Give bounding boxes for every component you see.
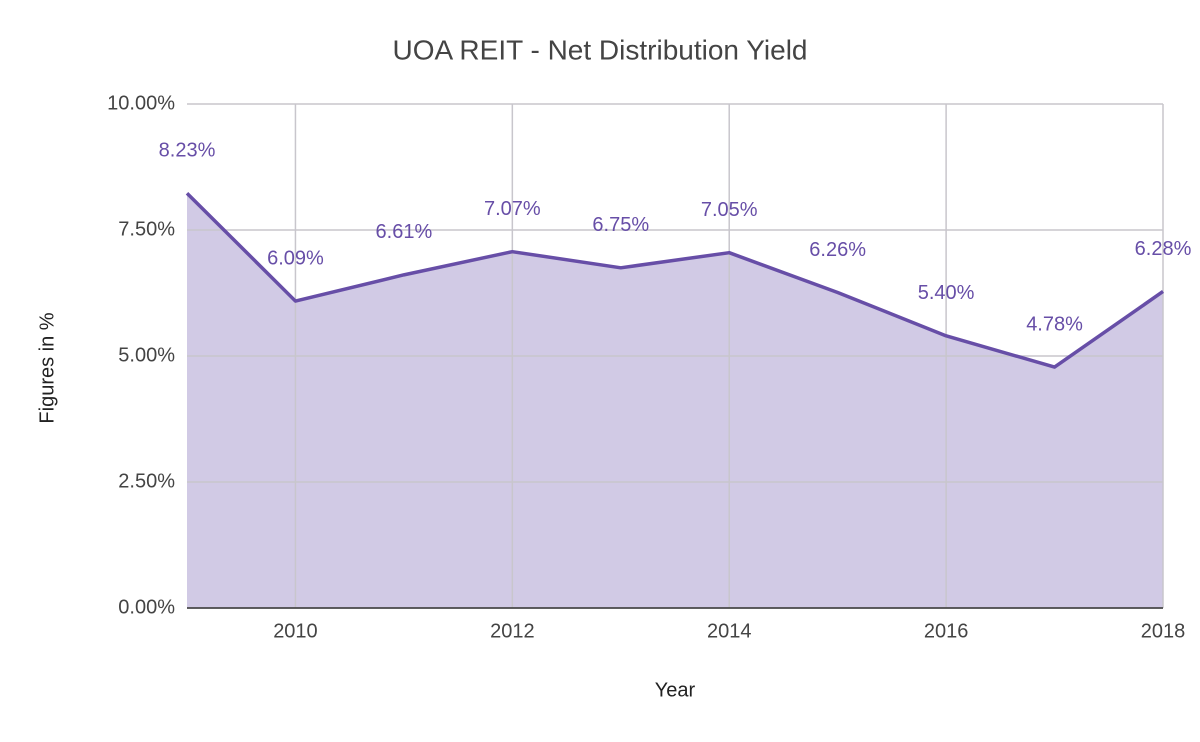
x-axis-title: Year (655, 679, 696, 701)
line (185, 191, 1165, 369)
data-label: 6.26% (809, 239, 866, 261)
area (187, 193, 1163, 608)
data-label: 6.09% (267, 247, 324, 269)
data-label: 7.05% (701, 199, 758, 221)
data-label: 6.75% (592, 214, 649, 236)
y-tick-label: 5.00% (118, 344, 175, 366)
x-tick-label: 2010 (273, 620, 318, 642)
x-tick-label: 2012 (490, 620, 535, 642)
data-label: 6.61% (376, 221, 433, 243)
y-tick-label: 0.00% (118, 596, 175, 618)
x-tick-label: 2018 (1141, 620, 1186, 642)
data-label: 7.07% (484, 198, 541, 220)
data-label: 8.23% (159, 139, 216, 161)
data-label: 4.78% (1026, 313, 1083, 335)
chart-title: UOA REIT - Net Distribution Yield (393, 34, 808, 65)
y-tick-label: 7.50% (118, 218, 175, 240)
data-label: 6.28% (1135, 238, 1192, 260)
x-tick-label: 2016 (924, 620, 969, 642)
y-tick-label: 10.00% (107, 92, 175, 114)
y-tick-label: 2.50% (118, 470, 175, 492)
y-axis-title: Figures in % (36, 312, 58, 423)
data-label: 5.40% (918, 282, 975, 304)
x-tick-label: 2014 (707, 620, 752, 642)
